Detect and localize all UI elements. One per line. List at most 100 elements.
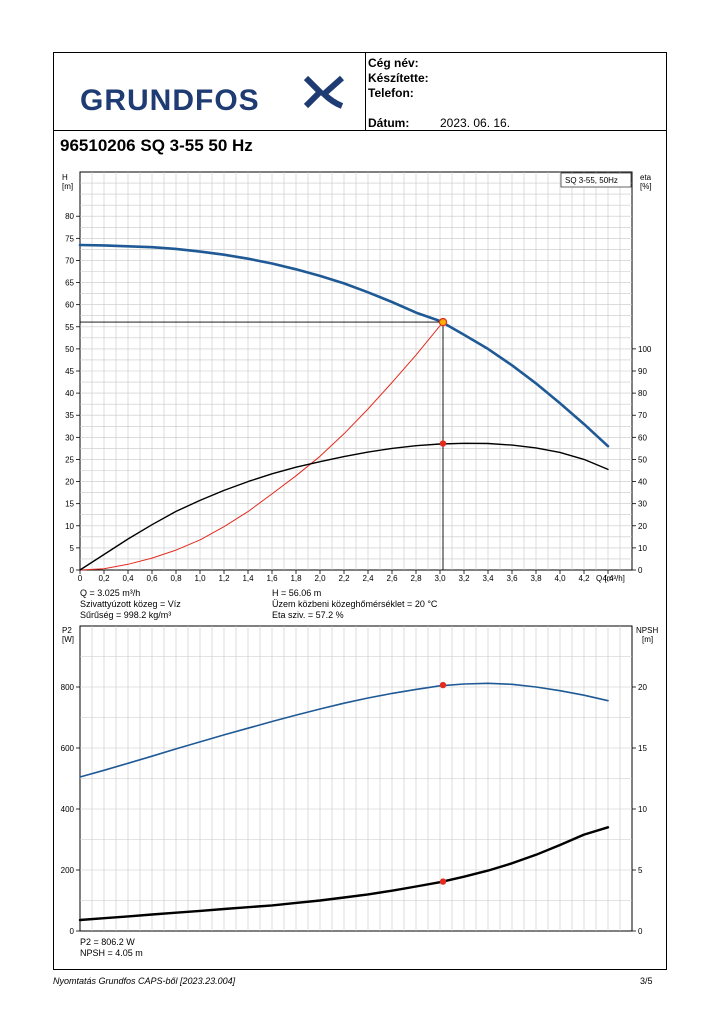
npsh-curve	[78, 826, 610, 922]
head-curve	[78, 243, 610, 448]
top-x-tick-label: 1,0	[194, 574, 206, 583]
page-number: 3/5	[640, 976, 653, 986]
top-left-tick-label: 25	[65, 455, 74, 464]
top-x-tick-label: 0,2	[98, 574, 110, 583]
top-left-tick-label: 35	[65, 411, 74, 420]
top-left-tick-label: 60	[65, 301, 74, 310]
top-left-tick-label: 5	[70, 544, 75, 553]
bottom-left-tick-label: 600	[61, 744, 75, 753]
top-x-tick-label: 1,2	[218, 574, 230, 583]
power-curve	[79, 682, 609, 778]
info-npsh: NPSH = 4.05 m	[80, 948, 143, 958]
bottom-right-tick-label: 15	[638, 744, 647, 753]
duty-point-power	[439, 681, 447, 689]
info-p2: P2 = 806.2 W	[80, 937, 135, 947]
duty-point-efficiency	[439, 440, 447, 447]
bottom-left-tick-label: 400	[61, 805, 75, 814]
top-x-tick-label: 3,8	[530, 574, 542, 583]
top-right-tick-label: 80	[638, 389, 647, 398]
bottom-right-axis-title-unit: [m]	[642, 635, 653, 644]
top-x-tick-label: 2,2	[338, 574, 350, 583]
top-x-tick-label: 1,6	[266, 574, 278, 583]
bottom-left-tick-label: 0	[70, 927, 75, 936]
header-separator	[53, 130, 667, 131]
system-curve	[79, 321, 444, 571]
top-left-tick-label: 0	[70, 566, 75, 575]
top-right-axis-title-unit: [%]	[640, 182, 652, 191]
top-x-tick-label: 3,0	[434, 574, 446, 583]
bottom-right-tick-label: 5	[638, 866, 643, 875]
top-left-tick-label: 50	[65, 345, 74, 354]
top-left-tick-label: 15	[65, 500, 74, 509]
info-efficiency: Eta sziv. = 57.2 %	[272, 610, 344, 620]
top-right-tick-label: 40	[638, 478, 647, 487]
top-left-axis-title-unit: [m]	[62, 182, 73, 191]
top-left-axis-title: H	[62, 173, 68, 182]
top-x-tick-label: 0,4	[122, 574, 134, 583]
grundfos-logo-text: GRUNDFOS	[80, 84, 260, 117]
info-flow: Q = 3.025 m³/h	[80, 588, 141, 598]
top-x-tick-label: 2,8	[410, 574, 422, 583]
top-right-tick-label: 10	[638, 544, 647, 553]
footer-text: Nyomtatás Grundfos CAPS-ből [2023.23.004…	[53, 976, 236, 986]
top-left-tick-label: 45	[65, 367, 74, 376]
date-value: 2023. 06. 16.	[440, 116, 511, 130]
top-x-tick-label: 1,8	[290, 574, 302, 583]
top-left-tick-label: 75	[65, 234, 74, 243]
phone-label: Telefon:	[368, 86, 414, 100]
grundfos-logo-icon	[303, 75, 344, 109]
top-x-tick-label: 4,0	[554, 574, 566, 583]
info-medium: Szivattyúzott közeg = Víz	[80, 599, 181, 609]
top-right-tick-label: 0	[638, 566, 643, 575]
bottom-right-tick-label: 20	[638, 683, 647, 692]
top-right-tick-label: 100	[638, 345, 652, 354]
top-right-tick-label: 20	[638, 522, 647, 531]
bottom-right-axis-title: NPSH	[636, 626, 658, 635]
bottom-left-tick-label: 800	[61, 683, 75, 692]
top-x-tick-label: 2,4	[362, 574, 374, 583]
efficiency-curve	[79, 442, 609, 571]
info-density: Sűrűség = 998.2 kg/m³	[80, 610, 172, 620]
top-left-tick-label: 20	[65, 478, 74, 487]
top-x-tick-label: 0,8	[170, 574, 182, 583]
top-right-tick-label: 60	[638, 433, 647, 442]
top-left-tick-label: 65	[65, 279, 74, 288]
top-left-tick-label: 30	[65, 433, 74, 442]
top-left-tick-label: 40	[65, 389, 74, 398]
bottom-left-tick-label: 200	[61, 866, 75, 875]
top-x-tick-label: 3,2	[458, 574, 470, 583]
bottom-right-tick-label: 10	[638, 805, 647, 814]
top-x-tick-label: 1,4	[242, 574, 254, 583]
top-right-tick-label: 30	[638, 500, 647, 509]
bottom-right-tick-label: 0	[638, 927, 643, 936]
top-x-tick-label: 2,6	[386, 574, 398, 583]
top-right-tick-label: 90	[638, 367, 647, 376]
top-x-tick-label: 0,6	[146, 574, 158, 583]
top-legend-box	[560, 172, 632, 188]
info-temperature: Üzem közbeni közeghőmérséklet = 20 °C	[272, 599, 438, 609]
top-x-tick-label: 4,2	[578, 574, 590, 583]
top-legend-label: SQ 3-55, 50Hz	[565, 176, 618, 185]
top-x-tick-label: 2,0	[314, 574, 326, 583]
duty-point-npsh	[439, 878, 447, 885]
page-frame	[53, 52, 667, 970]
top-right-tick-label: 50	[638, 455, 647, 464]
top-left-tick-label: 10	[65, 522, 74, 531]
bottom-left-axis-title: P2	[62, 626, 72, 635]
duty-point-head	[438, 317, 448, 327]
top-x-tick-label: 3,6	[506, 574, 518, 583]
top-x-axis-label: Q [m³/h]	[596, 574, 625, 583]
info-head: H = 56.06 m	[272, 588, 322, 598]
page-title: 96510206 SQ 3-55 50 Hz	[60, 136, 253, 155]
top-right-tick-label: 70	[638, 411, 647, 420]
top-x-tick-label: 4,4	[602, 574, 614, 583]
top-x-tick-label: 3,4	[482, 574, 494, 583]
top-left-tick-label: 55	[65, 323, 74, 332]
header-divider	[365, 52, 366, 130]
top-right-axis-title: eta	[640, 173, 652, 182]
top-x-tick-label: 0	[78, 574, 83, 583]
bottom-left-axis-title-unit: [W]	[62, 635, 74, 644]
top-left-tick-label: 80	[65, 212, 74, 221]
prepared-label: Készítette:	[368, 71, 429, 85]
